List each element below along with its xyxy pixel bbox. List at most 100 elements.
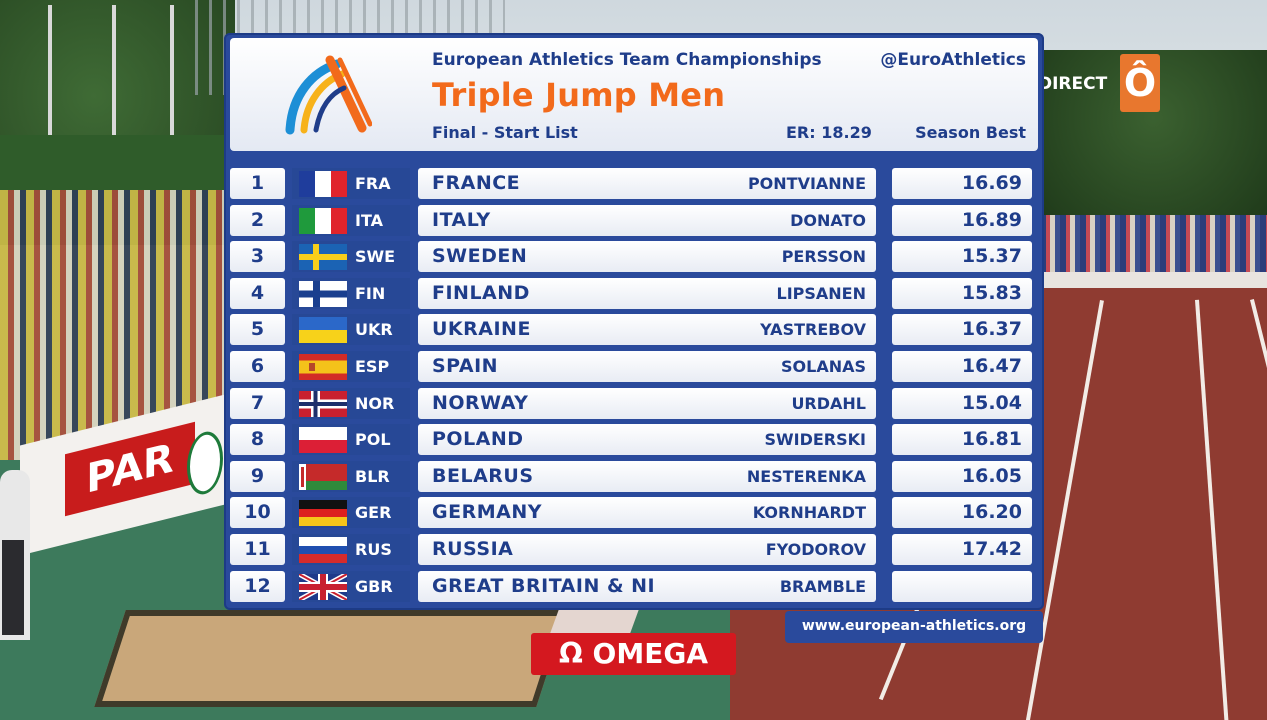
table-row: 11 RUS RUSSIA FYODOROV 17.42 [224, 534, 1044, 566]
team-name: GREAT BRITAIN & NI [432, 574, 656, 597]
table-row: 12 GBR GREAT BRITAIN & NI BRAMBLE [224, 570, 1044, 603]
team-name: SWEDEN [432, 245, 528, 268]
european-athletics-logo-icon [285, 55, 372, 135]
season-best-mark: 16.05 [892, 460, 1032, 492]
sponsor-logo: Ω OMEGA [531, 633, 736, 675]
nation-cell: POL [292, 424, 410, 456]
nation-cell: ITA [292, 204, 410, 236]
flag-pole [170, 5, 174, 235]
team-name: RUSSIA [432, 538, 514, 560]
team-cell: BELARUS NESTERENKA [418, 460, 876, 492]
flag-pole [112, 5, 116, 215]
country-code: GBR [355, 576, 393, 596]
live-indicator: DIRECT [1038, 74, 1108, 94]
panel-header: European Athletics Team Championships @E… [230, 38, 1038, 151]
advertising-banner [1040, 272, 1267, 290]
season-best-mark [892, 570, 1032, 602]
nation-cell: FIN [292, 277, 410, 309]
website-bar: www.european-athletics.org [785, 611, 1043, 643]
team-cell: SPAIN SOLANAS [418, 351, 876, 382]
season-best-mark: 16.37 [892, 314, 1032, 346]
season-best-mark: 15.83 [892, 277, 1032, 309]
athlete-name: PERSSON [781, 247, 866, 267]
position-number: 3 [230, 241, 285, 273]
team-cell: RUSSIA FYODOROV [418, 534, 876, 565]
athlete-name: SOLANAS [781, 357, 866, 376]
position-number: 2 [230, 204, 285, 236]
country-code: FIN [355, 283, 386, 303]
nation-cell: FRA [292, 168, 410, 199]
team-name: ITALY [432, 208, 491, 231]
country-flag-icon [299, 244, 347, 271]
country-code: ITA [355, 210, 384, 230]
position-number: 12 [230, 570, 285, 602]
country-code: POL [355, 430, 391, 450]
country-code: GER [355, 503, 392, 523]
table-row: 5 UKR UKRAINE YASTREBOV 16.37 [224, 314, 1044, 346]
position-number: 7 [230, 387, 285, 419]
athlete-name: PONTVIANNE [747, 174, 866, 193]
athlete-name: DONATO [790, 210, 866, 230]
nation-cell: SWE [292, 241, 410, 273]
country-code: BLR [355, 466, 390, 486]
country-flag-icon [299, 354, 347, 380]
country-flag-icon [299, 280, 347, 307]
country-code: RUS [355, 540, 392, 559]
table-row: 9 BLR BELARUS NESTERENKA 16.05 [224, 460, 1044, 493]
omega-symbol-icon: Ω [558, 637, 583, 670]
nation-cell: BLR [292, 460, 410, 492]
athlete-name: SWIDERSKI [764, 430, 866, 450]
round-label: Final - Start List [432, 123, 578, 142]
nation-cell: UKR [292, 314, 410, 346]
table-row: 10 GER GERMANY KORNHARDT 16.20 [224, 497, 1044, 529]
position-number: 6 [230, 351, 285, 382]
season-best-mark: 16.89 [892, 204, 1032, 236]
sand-pit [94, 610, 568, 707]
season-best-mark: 16.20 [892, 497, 1032, 529]
country-flag-icon [299, 573, 347, 600]
team-name: FRANCE [432, 172, 521, 194]
team-name: POLAND [432, 428, 524, 451]
nation-cell: GER [292, 497, 410, 529]
table-row: 8 POL POLAND SWIDERSKI 16.81 [224, 424, 1044, 456]
team-name: NORWAY [432, 391, 529, 414]
channel-logo: Ô [1120, 54, 1160, 112]
athlete-name: LIPSANEN [776, 283, 867, 303]
team-name: GERMANY [432, 501, 542, 524]
team-cell: GERMANY KORNHARDT [418, 497, 876, 529]
position-number: 5 [230, 314, 285, 346]
country-code: NOR [355, 393, 395, 413]
flag-pole [48, 5, 52, 205]
table-row: 2 ITA ITALY DONATO 16.89 [224, 204, 1044, 237]
season-best-mark: 15.37 [892, 241, 1032, 273]
nation-cell: RUS [292, 534, 410, 565]
nation-cell: ESP [292, 351, 410, 382]
table-row: 7 NOR NORWAY URDAHL 15.04 [224, 387, 1044, 420]
team-cell: SWEDEN PERSSON [418, 241, 876, 273]
team-cell: FINLAND LIPSANEN [418, 277, 876, 309]
athlete-name: URDAHL [791, 393, 866, 413]
website-url: www.european-athletics.org [801, 618, 1027, 634]
position-number: 9 [230, 460, 285, 492]
country-flag-icon [299, 537, 347, 563]
table-row: 6 ESP SPAIN SOLANAS 16.47 [224, 351, 1044, 383]
sponsor-name: OMEGA [592, 637, 708, 670]
team-cell: NORWAY URDAHL [418, 387, 876, 419]
season-best-mark: 17.42 [892, 534, 1032, 565]
championship-title: European Athletics Team Championships [432, 50, 822, 70]
position-number: 10 [230, 497, 285, 529]
country-flag-icon [299, 427, 347, 454]
event-title: Triple Jump Men [432, 76, 726, 114]
season-best-mark: 16.69 [892, 168, 1032, 199]
team-name: BELARUS [432, 464, 534, 487]
country-code: SWE [355, 247, 396, 267]
country-flag-icon [299, 390, 347, 417]
official-legs [2, 540, 24, 635]
country-flag-icon [299, 500, 347, 527]
athlete-name: BRAMBLE [779, 576, 866, 596]
season-best-mark: 16.47 [892, 351, 1032, 382]
season-best-mark: 16.81 [892, 424, 1032, 456]
team-cell: GREAT BRITAIN & NI BRAMBLE [418, 570, 876, 602]
position-number: 8 [230, 424, 285, 456]
team-cell: FRANCE PONTVIANNE [418, 168, 876, 199]
